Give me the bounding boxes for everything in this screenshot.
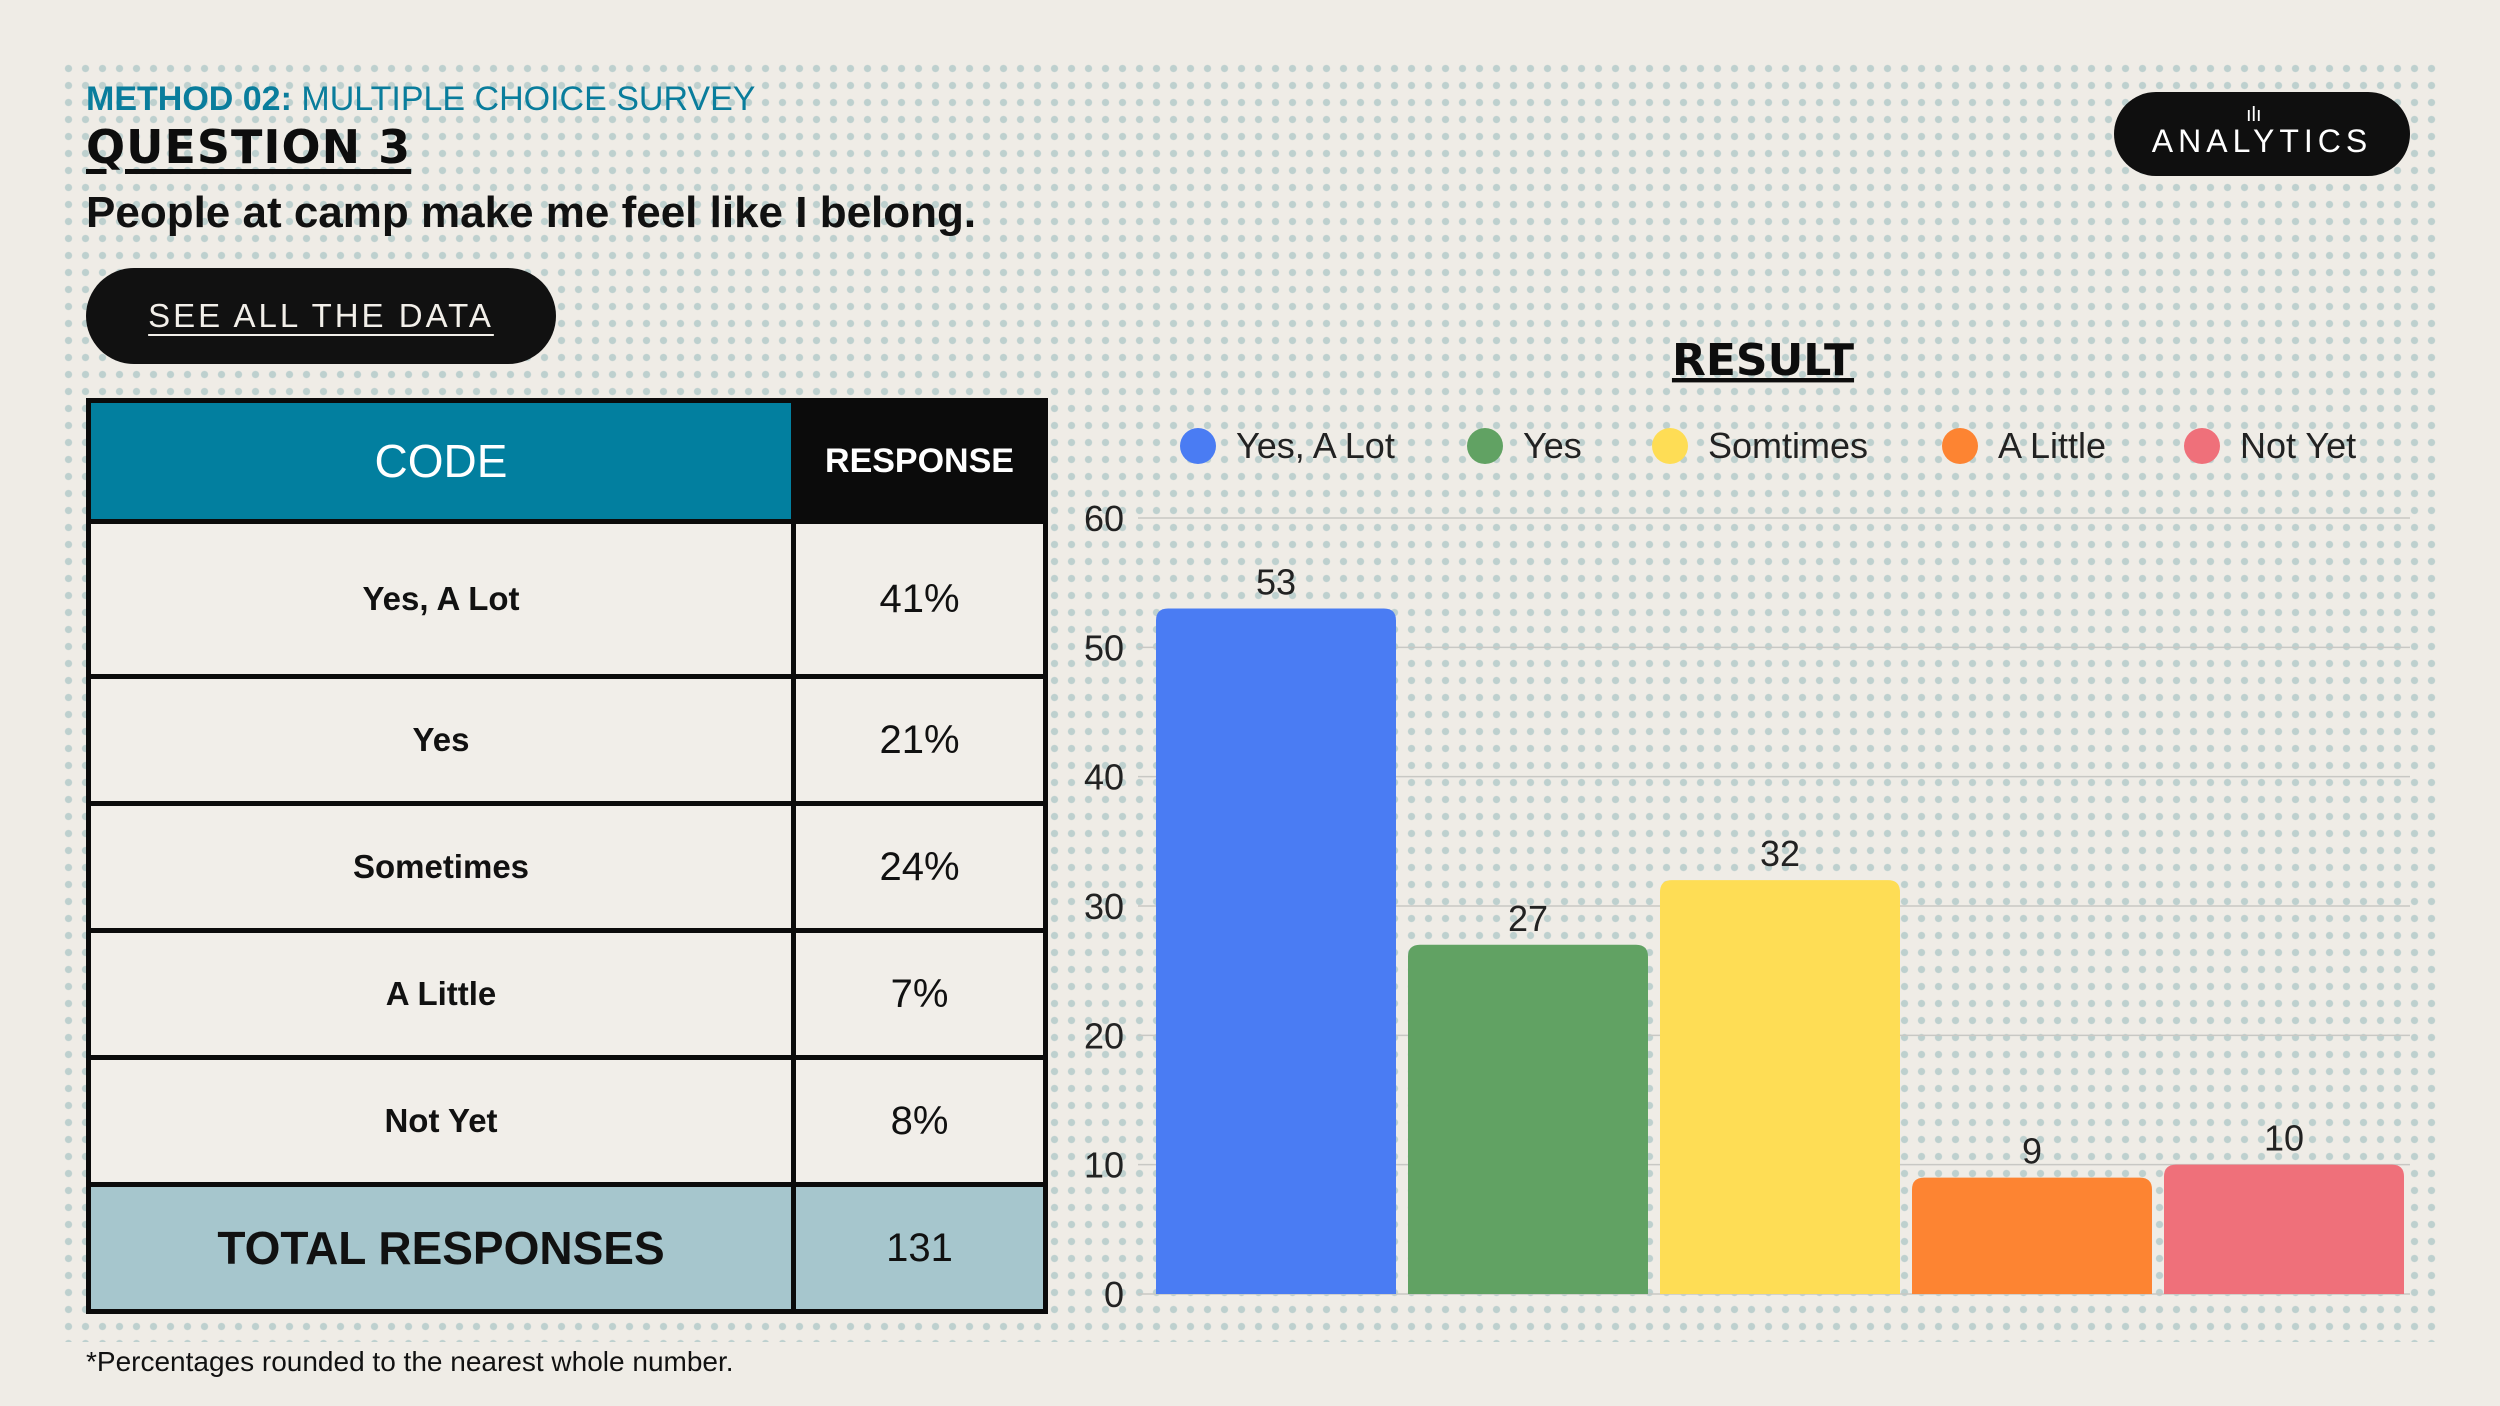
legend-label: Somtimes	[1708, 425, 1868, 466]
legend-label: A Little	[1998, 425, 2106, 466]
bar	[1912, 1177, 2152, 1294]
see-all-data-button[interactable]: SEE ALL THE DATA	[86, 268, 556, 364]
method-text: MULTIPLE CHOICE SURVEY	[291, 80, 756, 118]
data-label: 27	[1508, 898, 1548, 939]
legend-swatch	[1467, 428, 1503, 464]
legend-swatch	[1180, 428, 1216, 464]
row-response: 41%	[791, 519, 1048, 679]
bar	[1660, 880, 1900, 1294]
data-label: 53	[1256, 562, 1296, 603]
response-table: CODE RESPONSE Yes, A Lot 41% Yes 21% Som…	[86, 398, 1048, 1314]
bar	[1156, 608, 1396, 1294]
column-header-response: RESPONSE	[791, 398, 1048, 524]
logo-mark-icon: ılı	[2246, 104, 2262, 126]
legend-swatch	[1652, 428, 1688, 464]
row-response: 7%	[791, 928, 1048, 1060]
y-tick-label: 0	[1104, 1274, 1124, 1315]
question-prompt: People at camp make me feel like I belon…	[86, 188, 977, 237]
total-row: TOTAL RESPONSES 131	[86, 1182, 1048, 1314]
row-code: Sometimes	[86, 801, 796, 933]
data-label: 10	[2264, 1118, 2304, 1159]
column-header-code: CODE	[86, 398, 796, 524]
total-label: TOTAL RESPONSES	[86, 1182, 796, 1314]
y-tick-label: 50	[1084, 627, 1124, 668]
logo-text: ANALYTICS	[2151, 122, 2373, 159]
row-response: 8%	[791, 1055, 1048, 1187]
y-tick-label: 20	[1084, 1015, 1124, 1056]
legend-swatch	[1942, 428, 1978, 464]
analytics-logo: ılı ANALYTICS	[2114, 92, 2410, 176]
row-code: Not Yet	[86, 1055, 796, 1187]
data-label: 32	[1760, 833, 1800, 874]
data-label: 9	[2022, 1131, 2042, 1172]
row-code: Yes	[86, 674, 796, 806]
y-tick-label: 40	[1084, 757, 1124, 798]
table-row: Sometimes 24%	[86, 801, 1048, 933]
bar	[2164, 1164, 2404, 1294]
total-value: 131	[791, 1182, 1048, 1314]
row-response: 24%	[791, 801, 1048, 933]
question-title: QUESTION 3	[86, 120, 412, 174]
row-code: A Little	[86, 928, 796, 1060]
method-prefix: METHOD 02:	[86, 80, 292, 118]
y-tick-label: 10	[1084, 1145, 1124, 1186]
legend-label: Yes	[1523, 425, 1582, 466]
legend-swatch	[2184, 428, 2220, 464]
method-subtitle: METHOD 02: MULTIPLE CHOICE SURVEY	[86, 82, 755, 116]
y-tick-label: 30	[1084, 886, 1124, 927]
y-tick-label: 60	[1084, 498, 1124, 539]
row-response: 21%	[791, 674, 1048, 806]
table-header-row: CODE RESPONSE	[86, 398, 1048, 524]
header: METHOD 02: MULTIPLE CHOICE SURVEY QUESTI…	[86, 82, 755, 174]
footnote: *Percentages rounded to the nearest whol…	[86, 1346, 734, 1377]
table-row: Not Yet 8%	[86, 1055, 1048, 1187]
legend-label: Not Yet	[2240, 425, 2356, 466]
table-row: Yes, A Lot 41%	[86, 519, 1048, 679]
bar	[1408, 944, 1648, 1294]
table-row: Yes 21%	[86, 674, 1048, 806]
legend-label: Yes, A Lot	[1236, 425, 1395, 466]
row-code: Yes, A Lot	[86, 519, 796, 679]
table-row: A Little 7%	[86, 928, 1048, 1060]
chart-title: RESULT	[1672, 335, 1854, 386]
